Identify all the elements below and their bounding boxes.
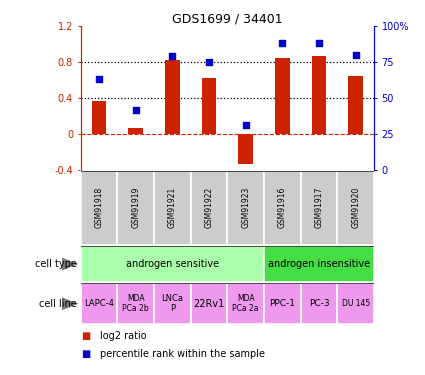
Bar bbox=[264, 246, 374, 282]
Bar bbox=[81, 283, 117, 324]
Point bbox=[96, 76, 102, 82]
Bar bbox=[92, 101, 106, 134]
Bar bbox=[202, 78, 216, 134]
Title: GDS1699 / 34401: GDS1699 / 34401 bbox=[172, 12, 283, 25]
Bar bbox=[264, 283, 300, 324]
Polygon shape bbox=[62, 297, 79, 310]
Bar bbox=[300, 171, 337, 245]
Point bbox=[132, 106, 139, 112]
Text: GSM91918: GSM91918 bbox=[95, 187, 104, 228]
Bar bbox=[227, 171, 264, 245]
Bar bbox=[191, 171, 227, 245]
Bar bbox=[275, 58, 290, 134]
Text: log2 ratio: log2 ratio bbox=[100, 331, 147, 340]
Bar bbox=[154, 171, 191, 245]
Point bbox=[169, 53, 176, 59]
Bar bbox=[117, 171, 154, 245]
Text: ■: ■ bbox=[81, 331, 90, 340]
Text: MDA
PCa 2a: MDA PCa 2a bbox=[232, 294, 259, 314]
Text: percentile rank within the sample: percentile rank within the sample bbox=[100, 350, 265, 359]
Bar bbox=[191, 283, 227, 324]
Bar bbox=[264, 171, 300, 245]
Bar bbox=[238, 134, 253, 164]
Bar bbox=[154, 283, 191, 324]
Point bbox=[352, 52, 359, 58]
Bar bbox=[165, 60, 180, 134]
Text: DU 145: DU 145 bbox=[342, 299, 370, 308]
Text: GSM91922: GSM91922 bbox=[204, 187, 213, 228]
Text: cell line: cell line bbox=[39, 299, 76, 309]
Point bbox=[279, 40, 286, 46]
Text: GSM91919: GSM91919 bbox=[131, 187, 140, 228]
Text: ■: ■ bbox=[81, 350, 90, 359]
Text: androgen sensitive: androgen sensitive bbox=[126, 259, 219, 269]
Text: GSM91921: GSM91921 bbox=[168, 187, 177, 228]
Text: MDA
PCa 2b: MDA PCa 2b bbox=[122, 294, 149, 314]
Point bbox=[206, 59, 212, 65]
Bar bbox=[81, 246, 264, 282]
Bar bbox=[227, 283, 264, 324]
Bar bbox=[348, 76, 363, 134]
Point bbox=[242, 122, 249, 128]
Text: GSM91923: GSM91923 bbox=[241, 187, 250, 228]
Text: GSM91920: GSM91920 bbox=[351, 187, 360, 228]
Bar bbox=[128, 128, 143, 134]
Text: androgen insensitive: androgen insensitive bbox=[268, 259, 370, 269]
Text: 22Rv1: 22Rv1 bbox=[193, 299, 225, 309]
Bar bbox=[117, 283, 154, 324]
Polygon shape bbox=[62, 258, 79, 271]
Bar bbox=[312, 56, 326, 134]
Bar bbox=[337, 283, 374, 324]
Text: GSM91916: GSM91916 bbox=[278, 187, 287, 228]
Text: LAPC-4: LAPC-4 bbox=[84, 299, 114, 308]
Text: cell type: cell type bbox=[34, 259, 76, 269]
Point bbox=[316, 40, 323, 46]
Bar bbox=[81, 171, 117, 245]
Text: PC-3: PC-3 bbox=[309, 299, 329, 308]
Text: PPC-1: PPC-1 bbox=[269, 299, 295, 308]
Text: GSM91917: GSM91917 bbox=[314, 187, 323, 228]
Bar bbox=[337, 171, 374, 245]
Bar bbox=[300, 283, 337, 324]
Text: LNCa
P: LNCa P bbox=[162, 294, 184, 314]
